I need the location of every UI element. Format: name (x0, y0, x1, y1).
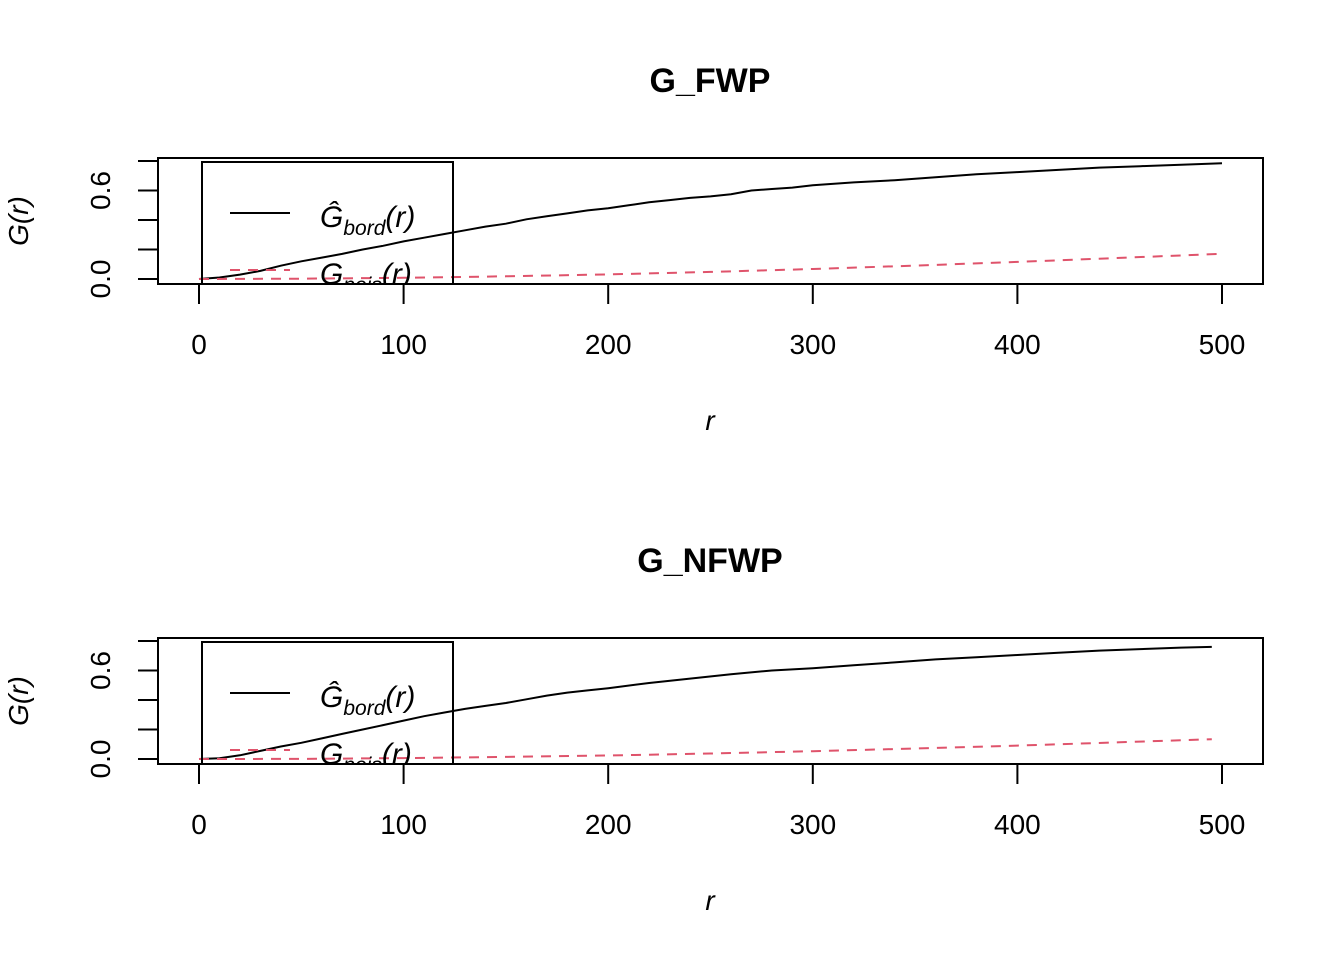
y-axis-label: G(r) (3, 676, 34, 726)
x-tick-label: 100 (380, 809, 427, 840)
series-line-gpois (198, 252, 1223, 280)
x-tick-label: 200 (585, 329, 632, 360)
legend-entry: Gpois(r) (320, 258, 412, 297)
x-tick-label: 400 (994, 329, 1041, 360)
legend-entry-sub: bord (343, 697, 386, 720)
y-tick-label: 0.0 (85, 740, 116, 779)
legend-entry-base: G (320, 258, 343, 291)
legend-entry-base: Ĝ (320, 200, 343, 234)
x-tick-label: 0 (191, 329, 207, 360)
y-tick-label: 0.6 (85, 171, 116, 210)
x-tick-label: 500 (1199, 329, 1246, 360)
legend: Ĝbord(r)Gpois(r) (201, 641, 454, 777)
series-line-gpois (198, 738, 1212, 760)
x-tick-label: 100 (380, 329, 427, 360)
legend-entry-arg: (r) (385, 681, 415, 714)
legend-box (201, 641, 454, 764)
x-tick-label: 400 (994, 809, 1041, 840)
y-axis-label: G(r) (3, 196, 34, 246)
legend-entry-arg: (r) (382, 738, 412, 771)
legend-entry-sub: bord (343, 217, 386, 240)
series-line-gbord (198, 162, 1223, 280)
legend-entry-sub: pois (342, 274, 382, 297)
series-line-gbord (198, 645, 1212, 760)
legend-entry-arg: (r) (385, 201, 415, 234)
legend-entry-base: G (320, 738, 343, 771)
legend-entry: Ĝbord(r) (320, 200, 415, 240)
y-tick-label: 0.0 (85, 260, 116, 299)
legend-entry-sub: pois (342, 754, 382, 777)
legend-entry: Ĝbord(r) (320, 680, 415, 720)
x-axis-label: r (705, 885, 716, 916)
chart-title: G_NFWP (637, 542, 782, 580)
legend-entry-base: Ĝ (320, 680, 343, 714)
legend-box (201, 161, 454, 284)
legend-entry-arg: (r) (382, 258, 412, 291)
x-tick-label: 0 (191, 809, 207, 840)
x-axis-label: r (705, 405, 716, 436)
x-tick-label: 500 (1199, 809, 1246, 840)
x-tick-label: 200 (585, 809, 632, 840)
x-tick-label: 300 (789, 809, 836, 840)
legend-entry: Gpois(r) (320, 738, 412, 777)
chart-title: G_FWP (650, 62, 771, 100)
legend: Ĝbord(r)Gpois(r) (201, 161, 454, 297)
y-tick-label: 0.6 (85, 651, 116, 690)
x-tick-label: 300 (789, 329, 836, 360)
